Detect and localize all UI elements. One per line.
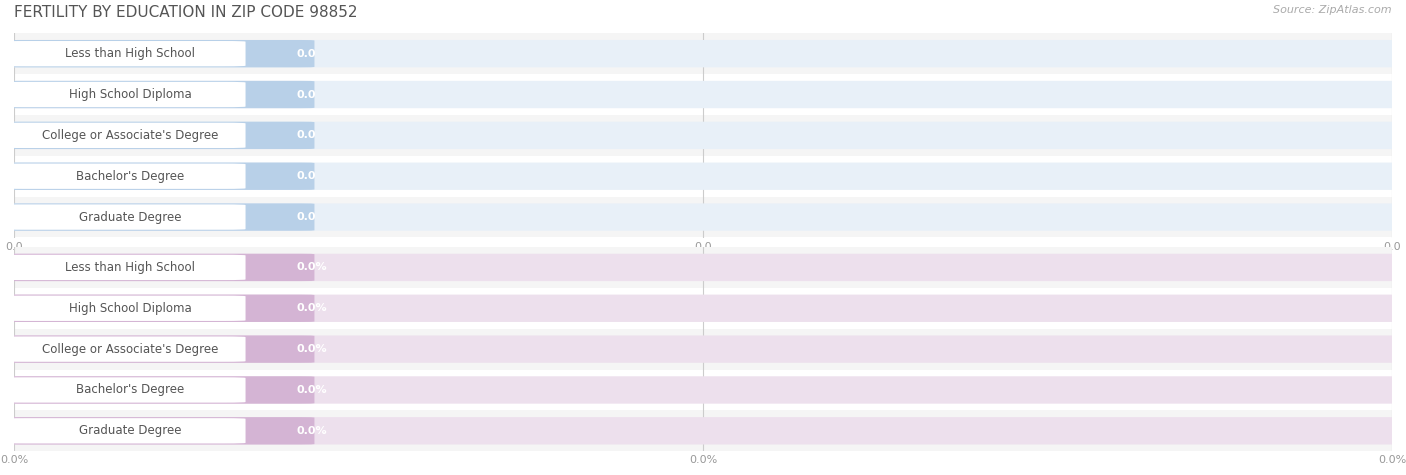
FancyBboxPatch shape bbox=[4, 203, 315, 231]
Text: Graduate Degree: Graduate Degree bbox=[79, 210, 181, 224]
FancyBboxPatch shape bbox=[4, 417, 1403, 445]
Text: High School Diploma: High School Diploma bbox=[69, 302, 191, 315]
Text: 0.0: 0.0 bbox=[297, 48, 316, 59]
Text: Bachelor's Degree: Bachelor's Degree bbox=[76, 170, 184, 183]
Bar bbox=[14, 288, 1392, 329]
Text: FERTILITY BY EDUCATION IN ZIP CODE 98852: FERTILITY BY EDUCATION IN ZIP CODE 98852 bbox=[14, 5, 357, 20]
FancyBboxPatch shape bbox=[4, 40, 315, 67]
FancyBboxPatch shape bbox=[4, 336, 246, 362]
Text: 0.0%: 0.0% bbox=[297, 344, 328, 354]
Bar bbox=[14, 197, 1392, 238]
Bar bbox=[14, 33, 1392, 74]
Bar bbox=[14, 156, 1392, 197]
FancyBboxPatch shape bbox=[4, 295, 246, 321]
Text: 0.0%: 0.0% bbox=[297, 303, 328, 314]
Text: 0.0%: 0.0% bbox=[297, 426, 328, 436]
FancyBboxPatch shape bbox=[4, 376, 1403, 404]
FancyBboxPatch shape bbox=[4, 81, 1403, 108]
Bar bbox=[14, 247, 1392, 288]
Text: Source: ZipAtlas.com: Source: ZipAtlas.com bbox=[1274, 5, 1392, 15]
Text: 0.0%: 0.0% bbox=[297, 385, 328, 395]
FancyBboxPatch shape bbox=[4, 40, 1403, 67]
Text: College or Associate's Degree: College or Associate's Degree bbox=[42, 342, 219, 356]
FancyBboxPatch shape bbox=[4, 204, 246, 230]
FancyBboxPatch shape bbox=[4, 377, 246, 403]
FancyBboxPatch shape bbox=[4, 81, 315, 108]
Text: 0.0%: 0.0% bbox=[297, 262, 328, 273]
Text: Graduate Degree: Graduate Degree bbox=[79, 424, 181, 437]
FancyBboxPatch shape bbox=[4, 376, 315, 404]
FancyBboxPatch shape bbox=[4, 255, 246, 280]
Text: College or Associate's Degree: College or Associate's Degree bbox=[42, 129, 219, 142]
FancyBboxPatch shape bbox=[4, 417, 315, 445]
Text: 0.0: 0.0 bbox=[297, 89, 316, 100]
Text: 0.0: 0.0 bbox=[297, 171, 316, 181]
FancyBboxPatch shape bbox=[4, 254, 1403, 281]
FancyBboxPatch shape bbox=[4, 418, 246, 444]
FancyBboxPatch shape bbox=[4, 122, 1403, 149]
Text: 0.0: 0.0 bbox=[297, 212, 316, 222]
Text: Less than High School: Less than High School bbox=[66, 47, 195, 60]
FancyBboxPatch shape bbox=[4, 335, 315, 363]
FancyBboxPatch shape bbox=[4, 162, 315, 190]
Text: Less than High School: Less than High School bbox=[66, 261, 195, 274]
FancyBboxPatch shape bbox=[4, 41, 246, 66]
Bar bbox=[14, 115, 1392, 156]
Text: Bachelor's Degree: Bachelor's Degree bbox=[76, 383, 184, 397]
Bar bbox=[14, 74, 1392, 115]
Bar bbox=[14, 329, 1392, 370]
FancyBboxPatch shape bbox=[4, 162, 1403, 190]
FancyBboxPatch shape bbox=[4, 294, 1403, 322]
FancyBboxPatch shape bbox=[4, 294, 315, 322]
Text: High School Diploma: High School Diploma bbox=[69, 88, 191, 101]
FancyBboxPatch shape bbox=[4, 82, 246, 107]
Bar bbox=[14, 410, 1392, 451]
Text: 0.0: 0.0 bbox=[297, 130, 316, 141]
Bar bbox=[14, 370, 1392, 410]
FancyBboxPatch shape bbox=[4, 203, 1403, 231]
FancyBboxPatch shape bbox=[4, 122, 315, 149]
FancyBboxPatch shape bbox=[4, 123, 246, 148]
FancyBboxPatch shape bbox=[4, 335, 1403, 363]
FancyBboxPatch shape bbox=[4, 254, 315, 281]
FancyBboxPatch shape bbox=[4, 163, 246, 189]
